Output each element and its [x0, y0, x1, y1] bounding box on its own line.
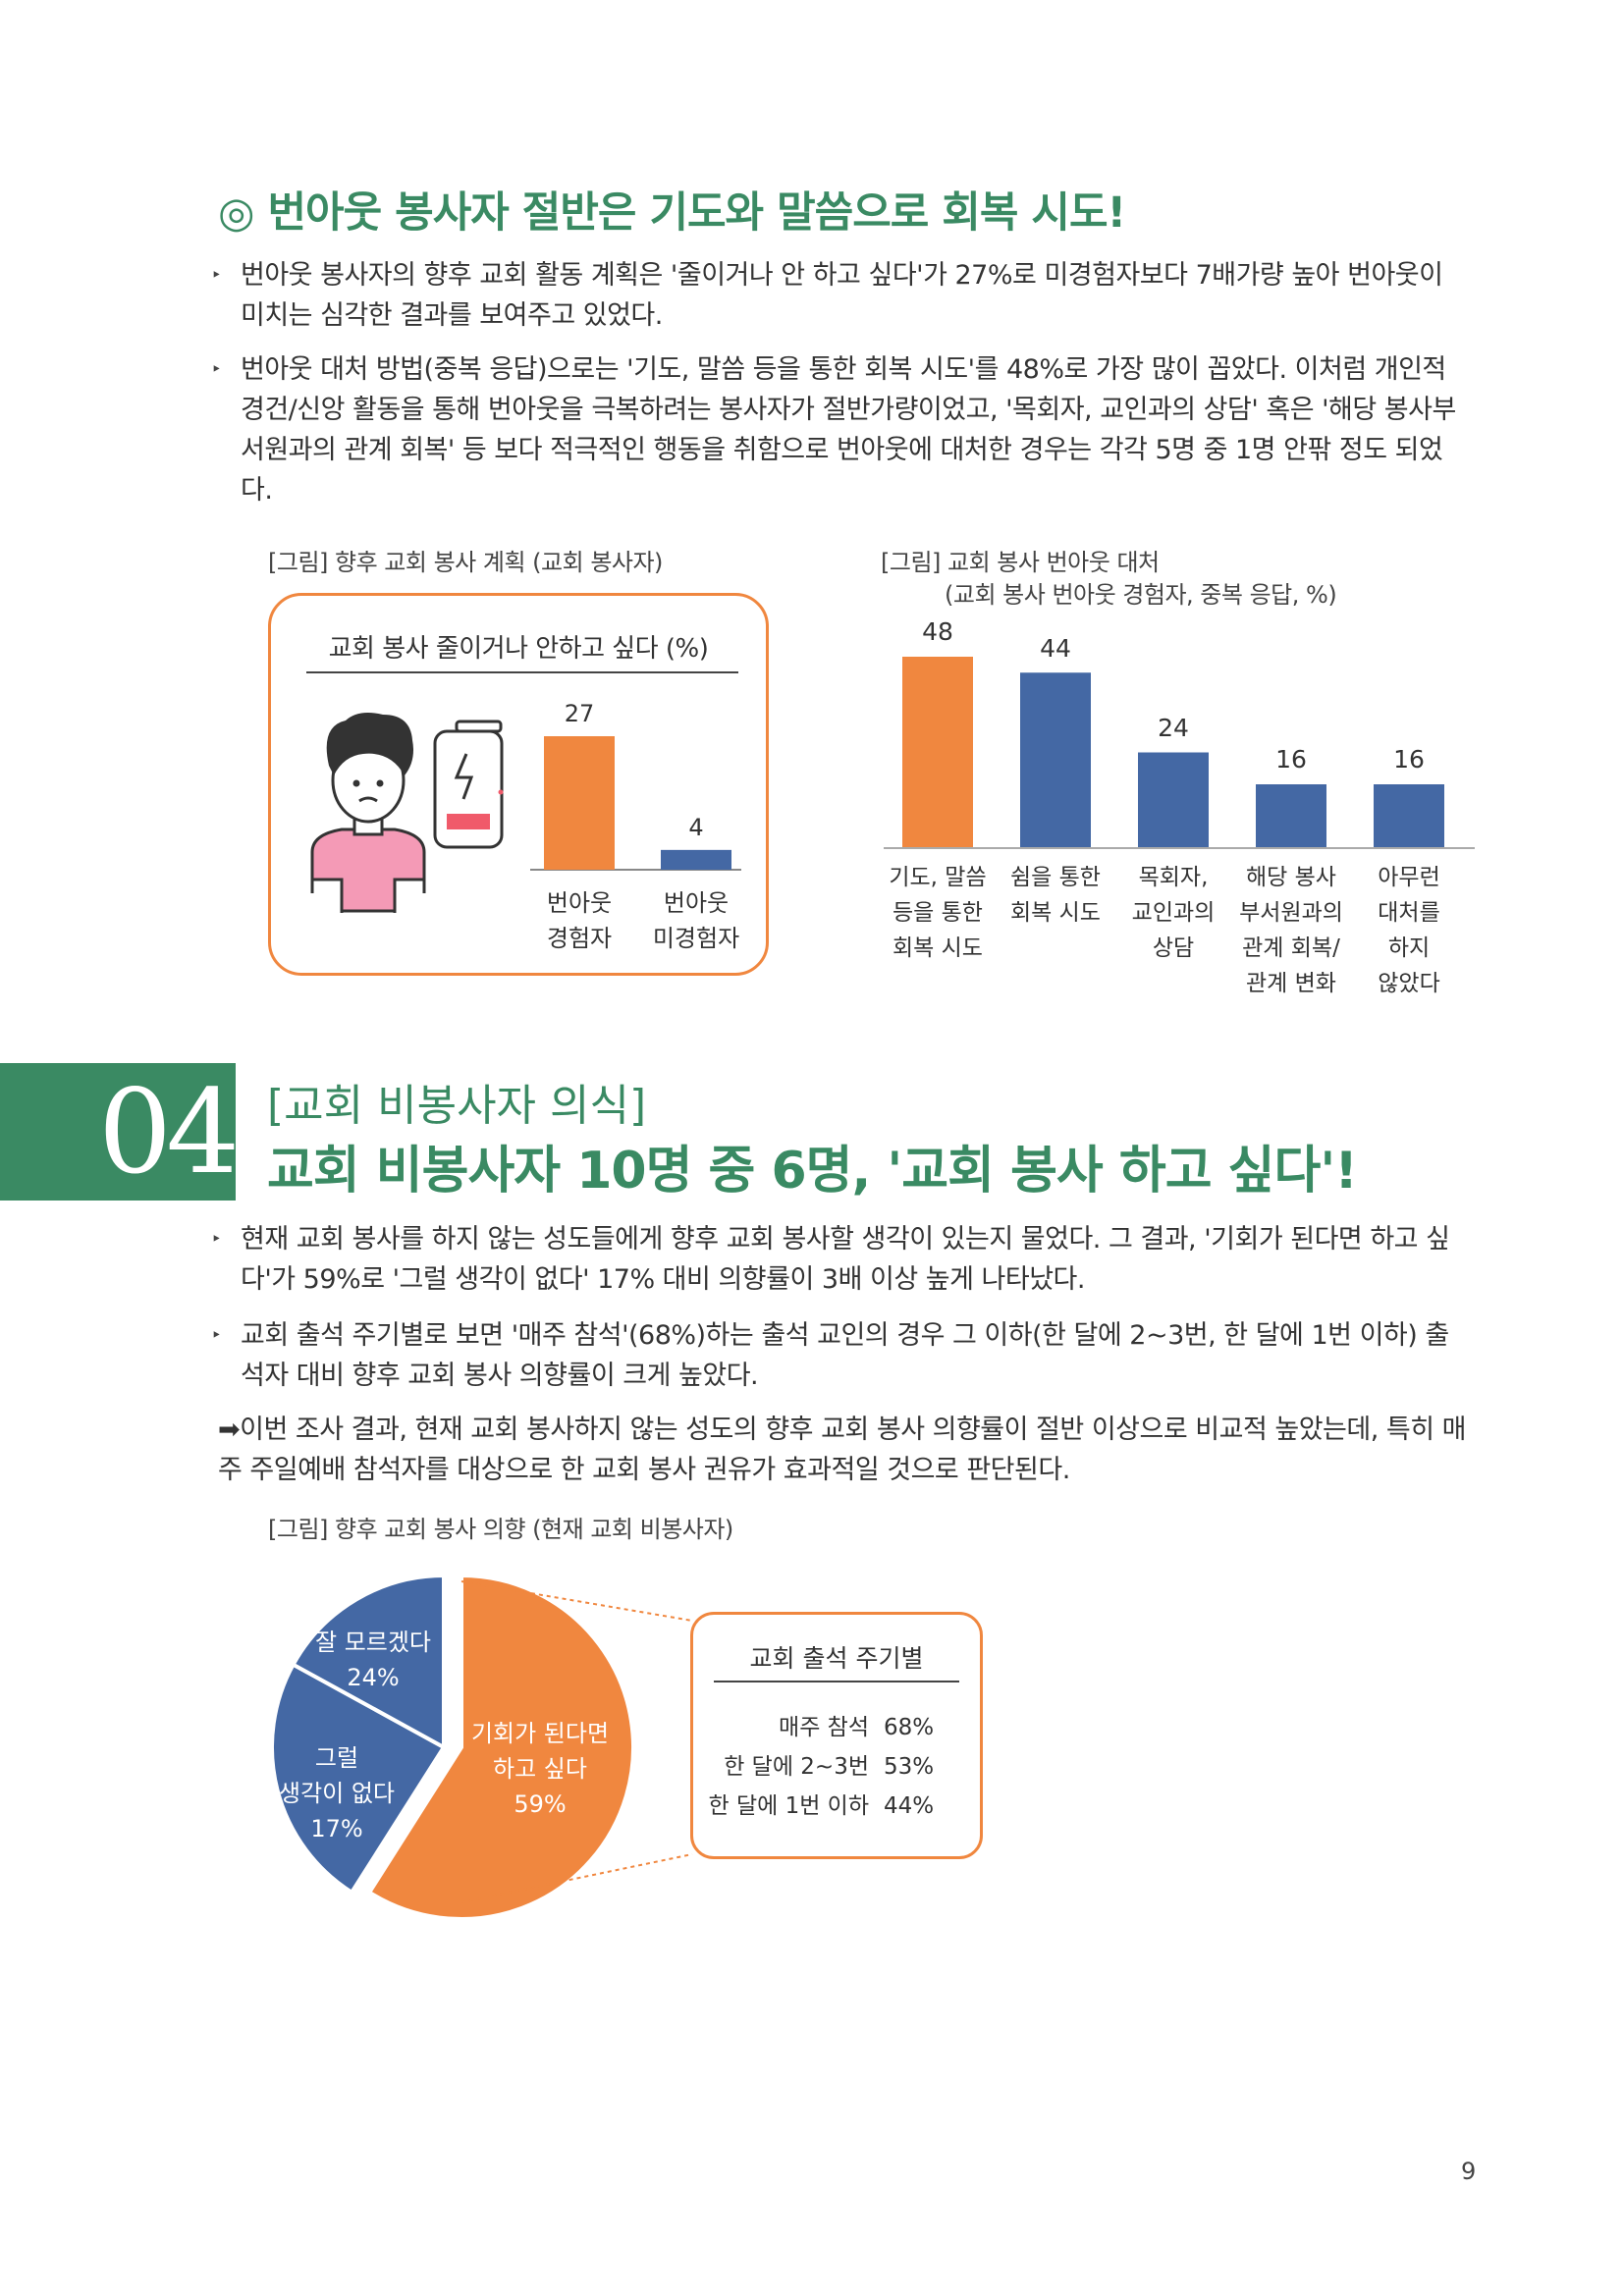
bar	[661, 849, 731, 870]
category-label: 번아웃 경험자	[546, 889, 613, 952]
figure-caption: [그림] 교회 봉사 번아웃 대처	[881, 549, 1160, 576]
pie-label: 그럴 생각이 없다 17%	[278, 1744, 396, 1842]
section-number-bar	[0, 1063, 236, 1201]
page-number: 9	[1461, 2158, 1477, 2185]
person-icon	[310, 713, 426, 913]
bullet-text: 현재 교회 봉사를 하지 않는 성도들에게 향후 교회 봉사할 생각이 있는지 …	[241, 1224, 1450, 1295]
bullet-marker-icon: ‣	[211, 359, 222, 380]
bullet-marker-icon: ‣	[211, 1229, 222, 1250]
category-label: 목회자, 교인과의 상담	[1131, 865, 1216, 961]
title-underline	[714, 1681, 959, 1682]
category-label: 쉼을 통한 회복 시도	[1010, 865, 1101, 926]
bar	[1256, 784, 1326, 848]
figure-caption-sub: (교회 봉사 번아웃 경험자, 중복 응답, %)	[945, 581, 1337, 609]
row-value: 44%	[884, 1793, 935, 1819]
bar	[1020, 672, 1091, 848]
figure-caption: [그림] 향후 교회 봉사 계획 (교회 봉사자)	[268, 549, 663, 576]
category-label: 기도, 말씀 등을 통한 회복 시도	[889, 865, 987, 961]
row-value: 53%	[884, 1754, 935, 1780]
bullet-item: ‣ 번아웃 대처 방법(중복 응답)으로는 '기도, 말씀 등을 통한 회복 시…	[211, 349, 1473, 510]
conclusion-text: ➡이번 조사 결과, 현재 교회 봉사하지 않는 성도의 향후 교회 봉사 의향…	[218, 1415, 1467, 1485]
section-number: 04	[98, 1064, 240, 1200]
bullet-item: ‣ 교회 출석 주기별로 보면 '매주 참석'(68%)하는 출석 교인의 경우…	[211, 1315, 1473, 1396]
bar	[902, 657, 973, 848]
data-label: 4	[688, 814, 704, 841]
bullet-text: 번아웃 대처 방법(중복 응답)으로는 '기도, 말씀 등을 통한 회복 시도'…	[241, 354, 1456, 506]
section-title: 교회 비봉사자 10명 중 6명, '교회 봉사 하고 싶다'!	[267, 1142, 1358, 1201]
attendance-row-labels: 매주 참석 한 달에 2~3번 한 달에 1번 이하	[702, 1708, 869, 1826]
attendance-box-title: 교회 출석 주기별	[749, 1644, 924, 1673]
data-label: 16	[1393, 745, 1425, 774]
data-label: 24	[1158, 714, 1189, 742]
pie-label: 잘 모르겠다 24%	[314, 1629, 432, 1691]
bar	[1374, 784, 1444, 848]
bullet-item: ‣ 번아웃 봉사자의 향후 교회 활동 계획은 '줄이거나 안 하고 싶다'가 …	[211, 255, 1473, 336]
row-label: 한 달에 2~3번	[724, 1754, 869, 1780]
section-subtitle: [교회 비봉사자 의식]	[267, 1081, 647, 1131]
bullet-text: 번아웃 봉사자의 향후 교회 활동 계획은 '줄이거나 안 하고 싶다'가 27…	[241, 260, 1443, 331]
category-label: 해당 봉사 부서원과의 관계 회복/관계 변화	[1239, 865, 1343, 996]
data-label: 48	[922, 617, 953, 646]
attendance-box	[690, 1612, 983, 1859]
pie-slice	[366, 1573, 635, 1921]
pie-slice	[290, 1573, 446, 1751]
bullet-marker-icon: ‣	[211, 1325, 222, 1346]
bar	[1138, 752, 1209, 848]
data-label: 27	[564, 700, 595, 727]
row-value: 68%	[884, 1715, 935, 1740]
row-label: 매주 참석	[779, 1715, 869, 1740]
row-label: 한 달에 1번 이하	[708, 1793, 869, 1819]
data-label: 44	[1040, 634, 1071, 663]
title-underline	[306, 671, 738, 673]
attendance-row-values: 68% 53% 44%	[884, 1708, 952, 1826]
bullet-text: 교회 출석 주기별로 보면 '매주 참석'(68%)하는 출석 교인의 경우 그…	[241, 1320, 1449, 1391]
data-label: 16	[1275, 745, 1307, 774]
bar	[544, 736, 615, 870]
bullet-item: ‣ 현재 교회 봉사를 하지 않는 성도들에게 향후 교회 봉사할 생각이 있는…	[211, 1219, 1473, 1300]
figure-box-title: 교회 봉사 줄이거나 안하고 싶다 (%)	[328, 634, 709, 664]
low-battery-icon	[433, 720, 504, 849]
category-label: 아무런 대처를 하지 않았다	[1378, 865, 1440, 996]
figure-caption: [그림] 향후 교회 봉사 의향 (현재 교회 비봉사자)	[268, 1516, 733, 1543]
figure-box	[268, 593, 769, 976]
pie-label: 기회가 된다면 하고 싶다 59%	[470, 1720, 610, 1818]
bullet-marker-icon: ‣	[211, 265, 222, 286]
section-heading: ◎ 번아웃 봉사자 절반은 기도와 말씀으로 회복 시도!	[218, 188, 1126, 238]
category-label: 번아웃 미경험자	[652, 889, 740, 952]
pie-slice	[269, 1661, 447, 1896]
